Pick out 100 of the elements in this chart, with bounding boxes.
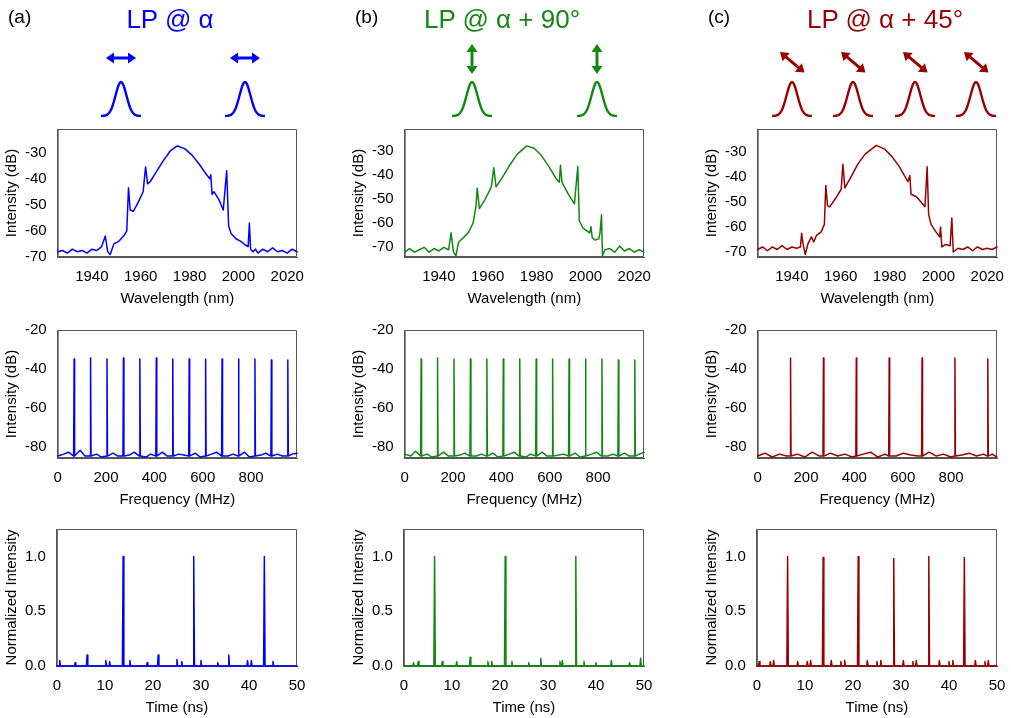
x-tick-label: 1980 [519,267,554,285]
x-tick-label: 50 [988,676,1006,694]
x-axis-title: Time (ns) [845,698,909,716]
x-tick-label: 1960 [824,267,858,285]
x-tick-label: 0 [753,468,762,486]
y-tick-label: -30 [371,140,394,158]
y-axis-title: Normalized Intensity [702,529,720,666]
x-tick-label: 0 [752,676,762,694]
x-tick-label: 0 [399,676,409,694]
y-tick-label: -60 [24,221,47,239]
chart-title: LP @ α + 90° [423,4,581,35]
y-tick-label: 1.0 [724,546,746,564]
y-tick-label: -40 [24,168,47,186]
x-tick-label: 400 [141,468,167,486]
x-tick-label: 600 [537,468,563,486]
y-tick-label: -60 [24,397,47,415]
x-tick-label: 20 [491,676,509,694]
x-tick-label: 20 [844,676,862,694]
y-tick-label: 0.0 [371,656,393,674]
x-tick-label: 10 [96,676,114,694]
x-tick-label: 30 [192,676,210,694]
x-tick-label: 1940 [422,267,456,285]
x-tick-label: 800 [238,468,264,486]
x-tick-label: 600 [190,468,216,486]
y-tick-label: -60 [371,397,394,415]
x-axis-title: Wavelength (nm) [120,289,235,307]
x-tick-label: 400 [841,468,867,486]
x-tick-label: 40 [940,676,958,694]
x-tick-label: 400 [488,468,514,486]
x-tick-label: 1940 [775,267,809,285]
x-tick-label: 10 [796,676,814,694]
x-axis-title: Frequency (MHz) [819,490,936,508]
x-tick-label: 40 [587,676,605,694]
x-tick-label: 2000 [568,267,603,285]
y-tick-label: -40 [24,358,47,376]
y-tick-label: -50 [371,189,394,207]
x-tick-label: 0 [53,468,62,486]
y-tick-label: 0.0 [724,656,746,674]
x-tick-label: 2020 [270,267,304,285]
y-tick-label: -60 [724,397,747,415]
x-tick-label: 200 [440,468,466,486]
x-tick-label: 800 [585,468,611,486]
x-tick-label: 40 [240,676,258,694]
x-tick-label: 600 [890,468,916,486]
x-tick-label: 1940 [75,267,109,285]
x-tick-label: 0 [52,676,62,694]
text: (c) [708,6,731,28]
x-tick-label: 200 [793,468,819,486]
y-tick-label: -80 [371,436,394,454]
y-tick-label: -60 [724,217,747,235]
y-axis-title: Intensity (dB) [2,349,20,439]
y-tick-label: -70 [24,247,47,265]
y-axis-title: Intensity (dB) [702,349,720,439]
text: (b) [355,6,379,28]
y-tick-label: -30 [724,141,747,159]
x-tick-label: 0 [400,468,409,486]
x-axis-title: Time (ns) [145,698,209,716]
y-tick-label: -80 [24,436,47,454]
y-tick-label: -50 [24,194,47,212]
y-tick-label: -40 [724,358,747,376]
x-axis-title: Frequency (MHz) [119,490,236,508]
x-tick-label: 30 [539,676,557,694]
y-tick-label: -40 [371,358,394,376]
y-tick-label: -40 [371,165,394,183]
x-axis-title: Frequency (MHz) [466,490,583,508]
x-axis-title: Wavelength (nm) [820,289,935,307]
y-tick-label: 1.0 [371,546,393,564]
y-tick-label: 0.0 [24,656,46,674]
y-tick-label: -60 [371,213,394,231]
y-tick-label: 1.0 [24,546,46,564]
y-axis-title: Intensity (dB) [702,148,720,238]
x-tick-label: 2020 [617,267,651,285]
x-axis-title: Time (ns) [492,698,556,716]
y-axis-title: Intensity (dB) [349,148,367,238]
x-tick-label: 2000 [921,267,956,285]
x-tick-label: 2020 [970,267,1004,285]
x-tick-label: 1960 [124,267,158,285]
y-tick-label: -80 [724,436,747,454]
y-tick-label: -70 [724,242,747,260]
y-tick-label: -30 [24,142,47,160]
text: (a) [8,6,32,28]
y-axis-title: Intensity (dB) [349,349,367,439]
x-tick-label: 1980 [172,267,207,285]
y-axis-title: Intensity (dB) [2,148,20,238]
x-tick-label: 1980 [872,267,907,285]
y-tick-label: -20 [371,320,394,338]
x-tick-label: 200 [93,468,119,486]
y-tick-label: -20 [24,320,47,338]
y-tick-label: -70 [371,237,394,255]
x-tick-label: 50 [635,676,653,694]
y-axis-title: Normalized Intensity [349,529,367,666]
chart-title: LP @ α [126,4,214,35]
x-tick-label: 2000 [221,267,256,285]
y-tick-label: -50 [724,191,747,209]
y-tick-label: -20 [724,320,747,338]
y-tick-label: 0.5 [371,601,393,619]
y-tick-label: 0.5 [24,601,46,619]
x-tick-label: 20 [144,676,162,694]
y-tick-label: 0.5 [724,601,746,619]
y-tick-label: -40 [724,166,747,184]
